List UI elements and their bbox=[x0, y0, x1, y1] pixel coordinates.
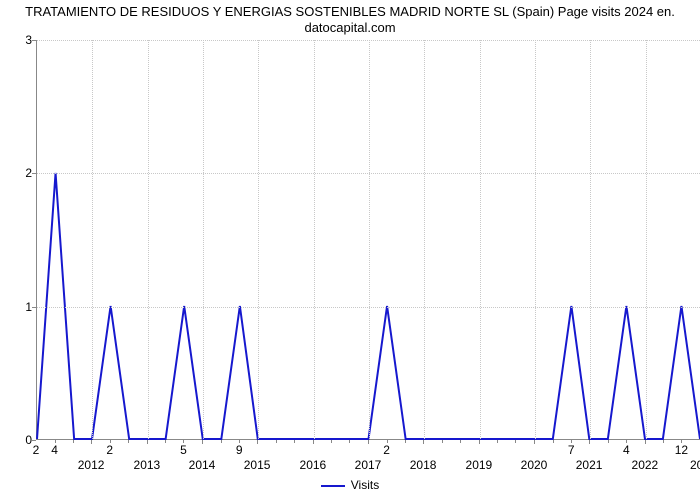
gridline-vertical bbox=[480, 40, 481, 439]
gridline-vertical bbox=[314, 40, 315, 439]
x-minor-tick-mark bbox=[73, 440, 74, 443]
data-point-label: 7 bbox=[568, 443, 575, 457]
gridline-vertical bbox=[148, 40, 149, 439]
x-tick-mark bbox=[257, 440, 258, 444]
x-tick-mark bbox=[147, 440, 148, 444]
x-tick-label: 2013 bbox=[134, 458, 161, 472]
x-minor-tick-mark bbox=[349, 440, 350, 443]
gridline-vertical bbox=[424, 40, 425, 439]
data-point-label: 4 bbox=[623, 443, 630, 457]
gridline-vertical bbox=[203, 40, 204, 439]
data-point-label: 12 bbox=[675, 443, 688, 457]
x-tick-label: 2014 bbox=[189, 458, 216, 472]
chart-title-line2: datocapital.com bbox=[0, 20, 700, 36]
x-minor-tick-mark bbox=[331, 440, 332, 443]
x-tick-mark bbox=[368, 440, 369, 444]
x-minor-tick-mark bbox=[442, 440, 443, 443]
visits-chart: TRATAMIENTO DE RESIDUOS Y ENERGIAS SOSTE… bbox=[0, 0, 700, 500]
y-tick-mark bbox=[32, 173, 36, 174]
x-tick-label: 2020 bbox=[521, 458, 548, 472]
x-minor-tick-mark bbox=[276, 440, 277, 443]
plot-area bbox=[36, 40, 700, 440]
chart-title-line1: TRATAMIENTO DE RESIDUOS Y ENERGIAS SOSTE… bbox=[25, 4, 675, 19]
x-minor-tick-mark bbox=[553, 440, 554, 443]
data-point-label: 2 bbox=[33, 443, 40, 457]
y-tick-label: 3 bbox=[16, 33, 32, 47]
x-minor-tick-mark bbox=[405, 440, 406, 443]
x-minor-tick-mark bbox=[165, 440, 166, 443]
x-tick-label: 2021 bbox=[576, 458, 603, 472]
x-tick-label: 202 bbox=[690, 458, 700, 472]
gridline-vertical bbox=[92, 40, 93, 439]
x-minor-tick-mark bbox=[497, 440, 498, 443]
chart-title: TRATAMIENTO DE RESIDUOS Y ENERGIAS SOSTE… bbox=[0, 4, 700, 35]
x-tick-label: 2022 bbox=[632, 458, 659, 472]
x-minor-tick-mark bbox=[663, 440, 664, 443]
gridline-vertical bbox=[369, 40, 370, 439]
data-point-label: 4 bbox=[51, 443, 58, 457]
data-point-label: 5 bbox=[180, 443, 187, 457]
x-minor-tick-mark bbox=[221, 440, 222, 443]
gridline-vertical bbox=[590, 40, 591, 439]
data-point-label: 2 bbox=[383, 443, 390, 457]
data-point-label: 9 bbox=[236, 443, 243, 457]
x-tick-mark bbox=[423, 440, 424, 444]
gridline-vertical bbox=[258, 40, 259, 439]
x-tick-label: 2019 bbox=[466, 458, 493, 472]
x-minor-tick-mark bbox=[515, 440, 516, 443]
x-tick-mark bbox=[589, 440, 590, 444]
x-minor-tick-mark bbox=[294, 440, 295, 443]
x-tick-label: 2012 bbox=[78, 458, 105, 472]
y-tick-mark bbox=[32, 40, 36, 41]
x-tick-mark bbox=[534, 440, 535, 444]
y-tick-mark bbox=[32, 440, 36, 441]
y-tick-label: 0 bbox=[16, 433, 32, 447]
x-tick-label: 2018 bbox=[410, 458, 437, 472]
x-tick-mark bbox=[645, 440, 646, 444]
y-tick-mark bbox=[32, 307, 36, 308]
y-tick-label: 2 bbox=[16, 166, 32, 180]
x-tick-label: 2016 bbox=[300, 458, 327, 472]
legend-swatch bbox=[321, 485, 345, 487]
x-tick-mark bbox=[313, 440, 314, 444]
data-point-label: 2 bbox=[106, 443, 113, 457]
gridline-vertical bbox=[646, 40, 647, 439]
x-minor-tick-mark bbox=[128, 440, 129, 443]
y-tick-label: 1 bbox=[16, 300, 32, 314]
x-tick-label: 2015 bbox=[244, 458, 271, 472]
chart-legend: Visits bbox=[0, 478, 700, 492]
legend-label: Visits bbox=[351, 478, 379, 492]
x-tick-mark bbox=[479, 440, 480, 444]
x-tick-mark bbox=[91, 440, 92, 444]
x-tick-label: 2017 bbox=[355, 458, 382, 472]
x-minor-tick-mark bbox=[460, 440, 461, 443]
gridline-vertical bbox=[535, 40, 536, 439]
x-minor-tick-mark bbox=[608, 440, 609, 443]
x-tick-mark bbox=[202, 440, 203, 444]
